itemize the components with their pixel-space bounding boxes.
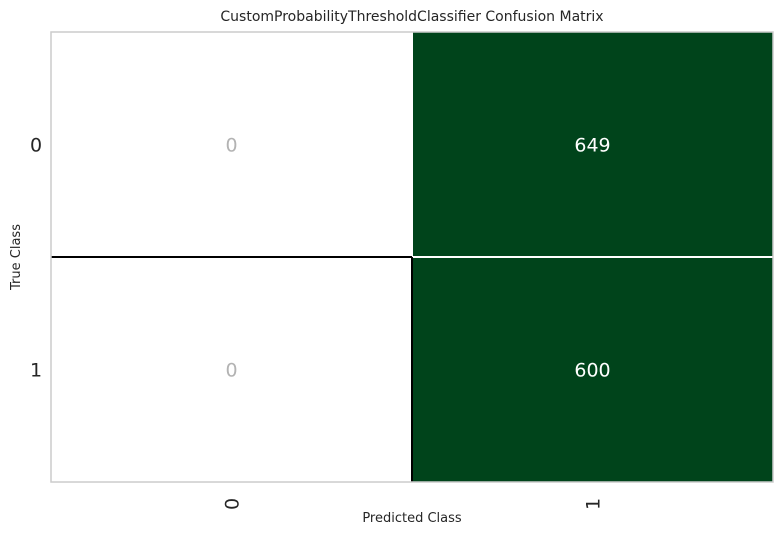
chart-title: CustomProbabilityThresholdClassifier Con… (220, 9, 603, 25)
matrix-cell (412, 257, 773, 482)
matrix-cell (412, 32, 773, 257)
x-tick-label: 0 (222, 498, 244, 510)
x-tick-label: 1 (583, 498, 605, 510)
cell-value-label: 600 (574, 360, 610, 382)
y-tick-label: 0 (30, 135, 42, 157)
cell-value-label: 0 (225, 135, 237, 157)
x-axis-label: Predicted Class (362, 511, 462, 526)
cell-value-label: 649 (574, 135, 610, 157)
cell-value-label: 0 (225, 360, 237, 382)
y-axis-label: True Class (9, 224, 24, 291)
matrix-cells (51, 32, 773, 482)
plot-frame (50, 31, 774, 483)
cell-dividers (51, 32, 773, 482)
matrix-cell (51, 32, 412, 257)
cell-labels: 0 649 0 600 (225, 135, 610, 382)
y-tick-labels: 01 (30, 135, 42, 382)
y-tick-label: 1 (30, 360, 42, 382)
matrix-cell (51, 257, 412, 482)
